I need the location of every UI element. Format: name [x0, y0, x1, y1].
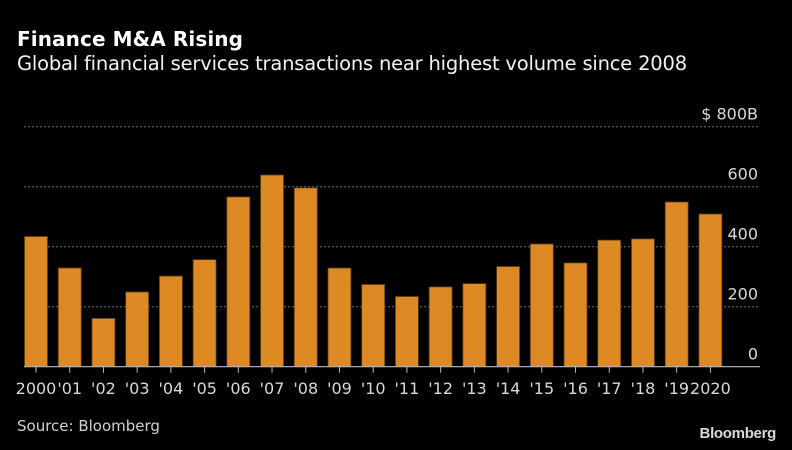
bar-09 [327, 267, 352, 368]
x-tick-label: '07 [260, 379, 285, 398]
bar-12 [428, 286, 453, 368]
source-note: Source: Bloomberg [17, 417, 160, 435]
y-tick-label: 0 [748, 345, 758, 364]
x-axis [24, 366, 760, 373]
x-tick-label: '11 [395, 379, 420, 398]
bar-06 [226, 196, 251, 368]
x-tick-label: '17 [597, 379, 622, 398]
bar-14 [496, 266, 520, 368]
bar-13 [462, 283, 487, 368]
bar-17 [597, 239, 622, 368]
bar-10 [361, 284, 386, 368]
x-tick-label: '19 [664, 379, 689, 398]
x-tick-label: '08 [293, 379, 318, 398]
x-tick-label: '14 [496, 379, 521, 398]
x-tick-label: '05 [192, 379, 217, 398]
x-tick-label: '18 [631, 379, 656, 398]
bar-05 [192, 259, 217, 368]
bar-2020 [698, 213, 723, 368]
y-tick-label: 400 [727, 225, 758, 244]
chart-subtitle: Global financial services transactions n… [17, 52, 687, 75]
bar-11 [395, 296, 419, 368]
bar-02 [91, 317, 116, 368]
bar-07 [260, 174, 284, 368]
x-tick-label: '01 [57, 379, 82, 398]
bar-19 [664, 201, 689, 368]
bar-18 [631, 238, 655, 368]
bar-15 [529, 243, 554, 368]
x-tick-label: '04 [158, 379, 183, 398]
x-tick-label: '03 [125, 379, 150, 398]
bar-01 [57, 267, 82, 368]
x-tick-label: '16 [563, 379, 588, 398]
x-tick-label: '15 [529, 379, 554, 398]
chart-title: Finance M&A Rising [17, 27, 244, 51]
bar-03 [125, 291, 150, 368]
x-axis-labels: 2000'01 '02 '03 '04 '05 '06 '07 '08 '09 '10 '11 '12… [16, 379, 731, 398]
x-tick-label: '13 [462, 379, 487, 398]
bar-08 [293, 187, 318, 368]
bar-2000 [24, 236, 48, 368]
y-tick-label: $ 800B [701, 105, 758, 124]
x-tick-label: '10 [361, 379, 386, 398]
x-tick-label: '12 [428, 379, 453, 398]
x-tick-label: '06 [226, 379, 251, 398]
y-tick-label: 600 [727, 165, 758, 184]
bar-04 [158, 275, 183, 368]
x-tick-label: '09 [327, 379, 352, 398]
y-axis-labels: 0 200 400 600 $ 800B [701, 105, 758, 364]
bloomberg-logo: Bloomberg [699, 425, 777, 442]
bar-16 [563, 262, 588, 368]
x-tick-label: '02 [91, 379, 116, 398]
bars [24, 174, 723, 368]
x-tick-label: 2020 [690, 379, 731, 398]
x-tick-label: 2000 [16, 379, 57, 398]
y-tick-label: 200 [727, 285, 758, 304]
